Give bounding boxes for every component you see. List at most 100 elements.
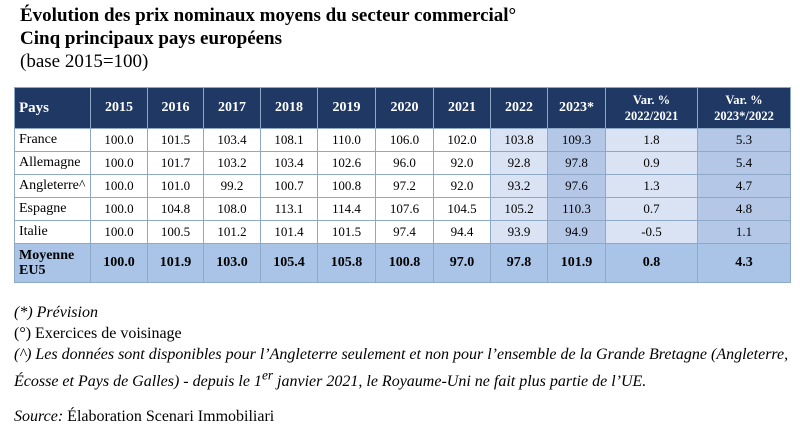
cell: 101.4: [260, 220, 318, 244]
cell: 4.7: [697, 174, 791, 198]
header-cell: 2017: [203, 87, 261, 129]
cell: 94.9: [547, 220, 606, 244]
table-row: Italie 100.0 100.5 101.2 101.4 101.5 97.4 94.4 9…: [14, 220, 791, 244]
table-footer: Moyenne EU5 100.0 101.9 103.0 105.4 105.8 100.…: [14, 243, 791, 283]
note-text: (^) Les données sont disponibles pour l’…: [14, 346, 789, 391]
cell: 93.9: [490, 220, 548, 244]
cell: 100.8: [317, 174, 376, 198]
header-line: 2022/2021: [624, 109, 679, 123]
cell: 104.8: [147, 197, 204, 221]
cell: 92.0: [433, 174, 491, 198]
cell: 101.9: [147, 243, 204, 283]
cell: 100.0: [90, 243, 148, 283]
cell: 4.8: [697, 197, 791, 221]
cell: 1.1: [697, 220, 791, 244]
cell: 5.3: [697, 128, 791, 152]
cell: 103.4: [203, 128, 261, 152]
cell: 100.0: [90, 128, 148, 152]
cell: 108.0: [203, 197, 261, 221]
cell: 97.0: [433, 243, 491, 283]
table-row: Allemagne 100.0 101.7 103.2 103.4 102.6 96.0 92…: [14, 151, 791, 175]
header-cell: 2020: [375, 87, 434, 129]
header-cell: Var. % 2023*/2022: [697, 87, 791, 129]
subtitle: Cinq principaux pays européens: [20, 28, 283, 49]
cell: 101.0: [147, 174, 204, 198]
cell: 103.2: [203, 151, 261, 175]
cell: 1.3: [605, 174, 698, 198]
cell: 4.3: [697, 243, 791, 283]
note: (*) Prévision: [14, 302, 800, 323]
note: (°) Exercices de voisinage: [14, 325, 182, 342]
cell: 100.7: [260, 174, 318, 198]
header-line: Var. %: [632, 93, 671, 107]
source-label: Source:: [14, 408, 64, 426]
cell: 100.0: [90, 197, 148, 221]
header-cell: Pays: [14, 87, 91, 129]
table-row: Espagne 100.0 104.8 108.0 113.1 114.4 107.6 104…: [14, 197, 791, 221]
note-text: (*) Prévision: [14, 304, 98, 321]
title: Évolution des prix nominaux moyens du se…: [20, 5, 517, 26]
header-cell: 2022: [490, 87, 548, 129]
header-cell: 2023*: [547, 87, 606, 129]
cell: 105.4: [260, 243, 318, 283]
cell: 102.6: [317, 151, 376, 175]
cell: 108.1: [260, 128, 318, 152]
cell: 114.4: [317, 197, 376, 221]
cell: 5.4: [697, 151, 791, 175]
cell: -0.5: [605, 220, 698, 244]
table-row: France 100.0 101.5 103.4 108.1 110.0 106.0 102.…: [14, 128, 791, 152]
cell: 97.4: [375, 220, 434, 244]
cell: 109.3: [547, 128, 606, 152]
notes: (*) Prévision (°) Exercices de voisinage…: [14, 302, 800, 427]
note-text: (^) Les données sont disponibles pour l’…: [14, 346, 788, 390]
cell: 100.0: [90, 220, 148, 244]
cell: 96.0: [375, 151, 434, 175]
header-line: 2023*/2022: [714, 109, 774, 123]
cell: 97.6: [547, 174, 606, 198]
cell: 0.7: [605, 197, 698, 221]
cell: 110.0: [317, 128, 376, 152]
base-note: (base 2015=100): [20, 51, 149, 72]
header-cell: 2018: [260, 87, 318, 129]
cell: 103.0: [203, 243, 261, 283]
cell: 113.1: [260, 197, 318, 221]
cell: 104.5: [433, 197, 491, 221]
cell: 94.4: [433, 220, 491, 244]
cell: 101.5: [147, 128, 204, 152]
cell: 100.8: [375, 243, 434, 283]
cell: 106.0: [375, 128, 434, 152]
cell: 92.0: [433, 151, 491, 175]
cell: 101.9: [547, 243, 606, 283]
source-text: Élaboration Scenari Immobiliari: [63, 408, 275, 426]
cell: 103.4: [260, 151, 318, 175]
cell: 100.0: [90, 174, 148, 198]
header-line: Var. %: [725, 93, 763, 107]
cell: 92.8: [490, 151, 548, 175]
cell: 97.2: [375, 174, 434, 198]
cell: 1.8: [605, 128, 698, 152]
cell: 101.5: [317, 220, 376, 244]
table-header: Pays 2015 2016 2017 2018 2019 2020 2021 2022 2023…: [14, 87, 791, 129]
country: France: [14, 128, 91, 152]
cell: 97.8: [547, 151, 606, 175]
country: Allemagne: [14, 151, 91, 175]
cell: 110.3: [547, 197, 606, 221]
cell: 99.2: [203, 174, 261, 198]
table-row: Angleterre^ 100.0 101.0 99.2 100.7 100.8 97.2 9…: [14, 174, 791, 198]
price-table: Pays 2015 2016 2017 2018 2019 2020 2021 2022 2023…: [14, 87, 791, 283]
country: Espagne: [14, 197, 91, 221]
row-label: Moyenne EU5: [14, 243, 91, 283]
country: Italie: [14, 220, 91, 244]
header-row: Pays 2015 2016 2017 2018 2019 2020 2021 2022 2023…: [14, 87, 791, 129]
average-row: Moyenne EU5 100.0 101.9 103.0 105.4 105.8 100.…: [14, 243, 791, 283]
cell: 0.8: [605, 243, 698, 283]
cell: 105.8: [317, 243, 376, 283]
table-body: France 100.0 101.5 103.4 108.1 110.0 106.0 102.…: [14, 128, 791, 244]
cell: 102.0: [433, 128, 491, 152]
cell: 107.6: [375, 197, 434, 221]
cell: 97.8: [490, 243, 548, 283]
cell: 103.8: [490, 128, 548, 152]
header-cell: Var. % 2022/2021: [605, 87, 698, 129]
note-text: janvier 2021, le Royaume-Uni ne fait plu…: [273, 373, 647, 391]
